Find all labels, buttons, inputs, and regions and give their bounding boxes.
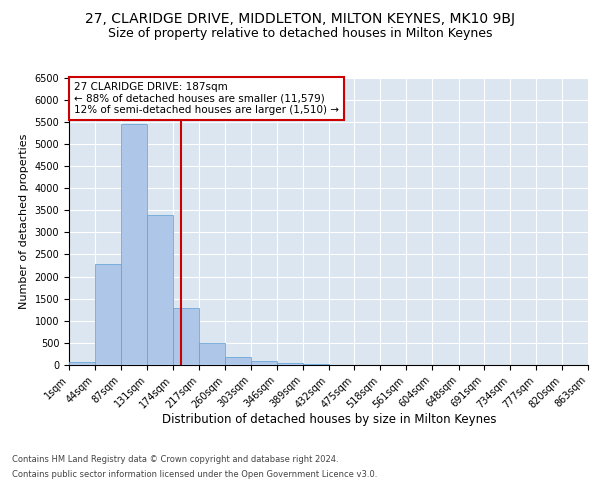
Bar <box>302 364 329 365</box>
Bar <box>225 358 251 365</box>
Text: Contains public sector information licensed under the Open Government Licence v3: Contains public sector information licen… <box>12 470 377 479</box>
Text: Size of property relative to detached houses in Milton Keynes: Size of property relative to detached ho… <box>108 28 492 40</box>
Bar <box>147 214 173 365</box>
Text: 27, CLARIDGE DRIVE, MIDDLETON, MILTON KEYNES, MK10 9BJ: 27, CLARIDGE DRIVE, MIDDLETON, MILTON KE… <box>85 12 515 26</box>
Bar <box>199 344 225 365</box>
Bar <box>121 124 146 365</box>
Text: Contains HM Land Registry data © Crown copyright and database right 2024.: Contains HM Land Registry data © Crown c… <box>12 455 338 464</box>
Text: Distribution of detached houses by size in Milton Keynes: Distribution of detached houses by size … <box>161 412 496 426</box>
Bar <box>277 362 302 365</box>
Bar <box>251 361 277 365</box>
Bar <box>95 264 121 365</box>
Bar <box>69 362 95 365</box>
Text: 27 CLARIDGE DRIVE: 187sqm
← 88% of detached houses are smaller (11,579)
12% of s: 27 CLARIDGE DRIVE: 187sqm ← 88% of detac… <box>74 82 339 115</box>
Bar <box>173 308 199 365</box>
Y-axis label: Number of detached properties: Number of detached properties <box>19 134 29 309</box>
